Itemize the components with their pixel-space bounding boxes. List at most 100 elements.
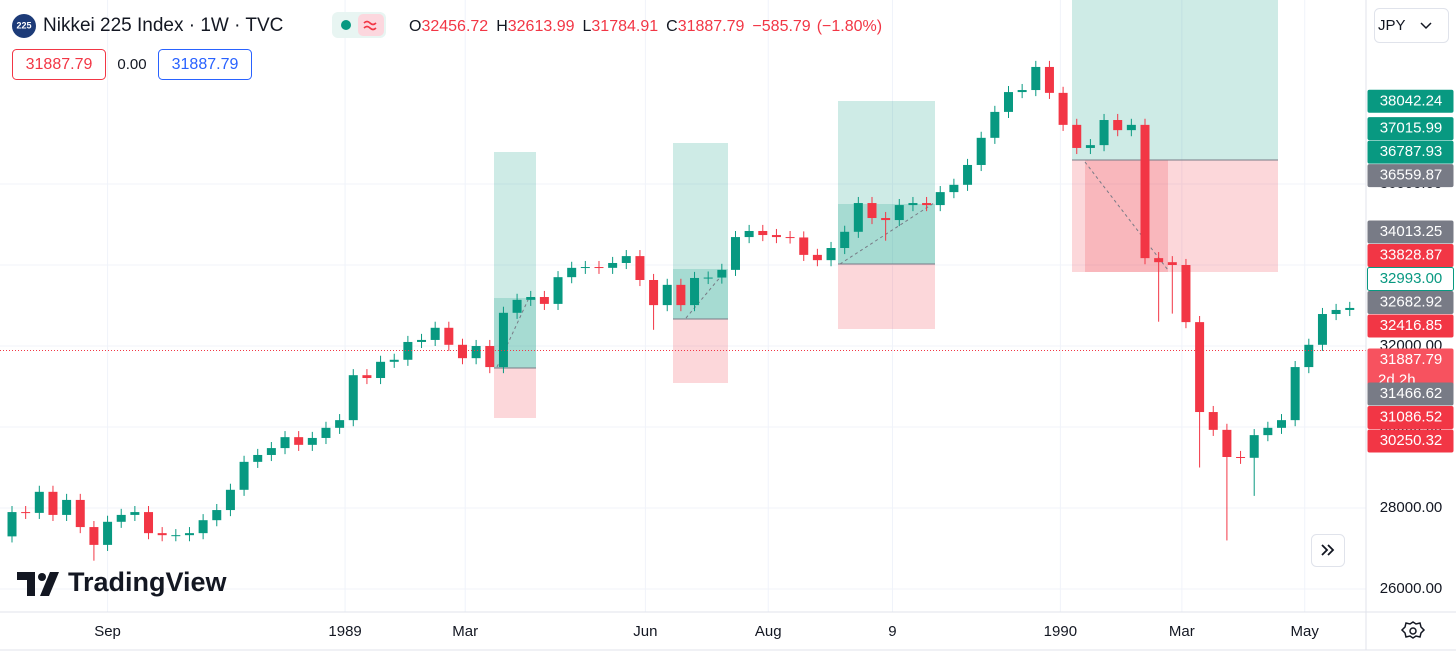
sell-button[interactable] xyxy=(12,49,106,80)
ohlc-value: 31887.79 xyxy=(678,18,745,35)
market-open-dot xyxy=(341,20,351,30)
price-label-box xyxy=(1367,314,1454,338)
price-label: 31466.62 xyxy=(1380,385,1443,402)
price-label-box xyxy=(1367,291,1454,315)
candle-body xyxy=(580,267,590,269)
price-label-box xyxy=(1367,348,1454,393)
candle-body xyxy=(553,277,563,304)
candle-body xyxy=(567,267,577,278)
currency-label: JPY xyxy=(1378,17,1406,34)
symbol-title[interactable]: Nikkei 225 Index · 1W · TVC xyxy=(43,15,283,36)
candle-body xyxy=(376,361,386,379)
stop-zone xyxy=(838,264,935,329)
candle-body xyxy=(403,341,413,360)
currency-button[interactable] xyxy=(1374,8,1449,43)
ohlc-key: L xyxy=(582,18,591,35)
candle-body xyxy=(1058,92,1068,125)
candle-body xyxy=(922,203,932,206)
candle-body xyxy=(758,230,768,236)
change-percent: (−1.80%) xyxy=(817,18,882,35)
ohlc-key: O xyxy=(409,18,421,35)
watermark-text: TradingView xyxy=(68,567,228,597)
candle-body xyxy=(1277,420,1287,428)
price-label-box xyxy=(1367,117,1454,141)
candle-body xyxy=(963,164,973,185)
price-label-box xyxy=(1367,89,1454,113)
candle-body xyxy=(594,267,604,269)
candle-body xyxy=(812,254,822,261)
price-label-box xyxy=(1367,429,1454,453)
candle-body xyxy=(1031,66,1041,91)
price-label-box xyxy=(1367,164,1454,188)
x-tick-label: 1990 xyxy=(1044,623,1077,640)
candle-body xyxy=(1208,412,1218,430)
price-label: 31086.52 xyxy=(1380,409,1443,426)
delayed-badge xyxy=(358,14,384,36)
candle-body xyxy=(157,533,167,536)
candle-body xyxy=(48,491,58,515)
price-label-box xyxy=(1367,244,1454,268)
candle-body xyxy=(908,203,918,206)
candle-body xyxy=(840,231,850,248)
candle-body xyxy=(485,346,495,368)
candle-body xyxy=(144,512,154,534)
candle-body xyxy=(935,192,945,206)
candle-body xyxy=(881,218,891,221)
x-tick-label: Aug xyxy=(755,623,782,640)
target-zone xyxy=(838,101,935,264)
candle-body xyxy=(62,499,72,515)
ohlc-key: C xyxy=(666,18,678,35)
symbol-badge xyxy=(12,14,36,38)
grid xyxy=(0,0,1366,612)
candle-body xyxy=(512,299,522,313)
candle-body xyxy=(539,297,549,304)
candle-body xyxy=(307,437,317,445)
x-tick-label: 9 xyxy=(888,623,896,640)
price-label: 32682.92 xyxy=(1380,294,1443,311)
price-label-box xyxy=(1367,382,1454,406)
settings-button[interactable] xyxy=(1400,621,1426,639)
sell-price: 31887.79 xyxy=(26,56,93,73)
candle-body xyxy=(266,448,276,455)
ohlc-value: 32456.72 xyxy=(421,18,488,35)
scroll-to-realtime[interactable] xyxy=(1311,534,1345,567)
candle-body xyxy=(976,137,986,165)
candle-body xyxy=(184,533,194,536)
price-label: 30250.32 xyxy=(1380,432,1443,449)
candle-body xyxy=(417,339,427,342)
candle-body xyxy=(457,344,467,359)
y-tick-label: 26000.00 xyxy=(1380,580,1443,597)
candle-body xyxy=(1017,90,1027,93)
candle-body xyxy=(1317,314,1327,345)
price-label-box xyxy=(1367,220,1454,244)
y-tick-label: 28000.00 xyxy=(1380,499,1443,516)
buy-button[interactable] xyxy=(158,49,252,80)
price-label-box xyxy=(1367,267,1454,292)
candle-body xyxy=(1113,120,1123,131)
price-label: 36559.87 xyxy=(1380,167,1443,184)
x-tick-label: Mar xyxy=(452,623,478,640)
stop-zone xyxy=(1072,160,1278,272)
candle-body xyxy=(239,461,249,490)
ohlc-value: 31784.91 xyxy=(591,18,658,35)
symbol-badge-text: 225 xyxy=(16,20,31,30)
candle-body xyxy=(1195,322,1205,413)
candle-body xyxy=(130,512,140,515)
logo-part xyxy=(17,572,35,596)
candle-body xyxy=(1290,367,1300,421)
candle-body xyxy=(294,437,304,445)
price-label: 37015.99 xyxy=(1380,120,1443,137)
x-tick-label: 1989 xyxy=(328,623,361,640)
candles xyxy=(7,60,1355,561)
watermark-logo xyxy=(17,572,59,596)
candle-body xyxy=(1249,435,1259,458)
candle-body xyxy=(717,269,727,278)
candle-body xyxy=(430,327,440,340)
ohlc-key: H xyxy=(496,18,508,35)
candle-body xyxy=(526,297,536,300)
axes: 26000.0028000.0030000.0032000.0034000.00… xyxy=(94,89,1454,640)
candle-body xyxy=(703,277,713,279)
candle-body xyxy=(1167,262,1177,266)
candle-body xyxy=(335,420,345,428)
